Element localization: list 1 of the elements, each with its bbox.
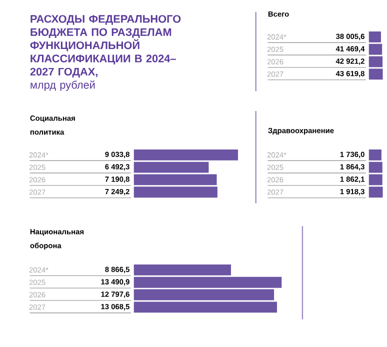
text: млрд рублей [30, 80, 95, 91]
